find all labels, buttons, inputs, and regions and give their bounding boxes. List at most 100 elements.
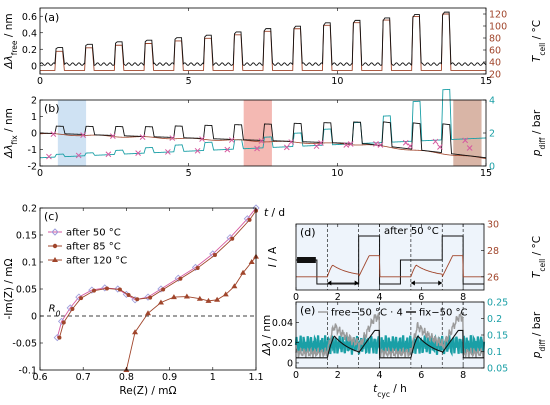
c-point-circle [148,295,153,300]
a-y2tick-label: 40 [489,58,501,69]
d-y2label-sub: cell [538,259,547,272]
e-xtick-label: 0 [293,370,299,381]
d-y2tick-label: 26 [487,272,499,283]
a-xtick-label: 10 [331,76,343,87]
b-y2label-sub: diff [538,137,547,150]
e-legend-label: free−50 °C · 4 [331,308,403,319]
c-xtick-label: 0.9 [162,372,177,383]
c-point-triangle [170,294,177,300]
c-ytick-label: 0.05 [16,285,37,296]
b-signal-line [39,121,487,159]
e-ytick-label: 0 [287,358,293,369]
a-y2label-sub: cell [538,43,547,56]
b-shaded-region [453,100,482,166]
b-marker-x [109,133,116,139]
c-ytick-label: -0.05 [12,339,37,350]
e-xlabel-main: t [373,383,378,395]
d-y2tick-label: 30 [487,220,499,231]
c-point-triangle [183,293,190,299]
a-y2tick-label: 100 [489,22,507,33]
e-xlabel-unit: / h [390,383,407,395]
e-ylabel-unit: / nm [261,315,273,342]
a-ytick-label: 0.4 [22,28,37,39]
b-ylabel-unit: / nm [3,108,15,135]
data-layer [39,11,487,372]
c-point-circle [178,276,183,281]
b-marker-x [254,145,260,152]
d-xtick-label: 2 [335,292,341,303]
c-point-diamond [66,304,74,312]
c-xtick-label: 0.8 [119,372,134,383]
a-y2tick-label: 60 [489,46,501,57]
e-y2tick-label: 0.2 [487,314,502,325]
c-point-circle [104,286,109,291]
b-ylabel-sub: fix [10,135,19,145]
c-legend-label: after 85 °C [66,242,121,253]
c-point-circle [230,236,235,241]
b-xtick-label: 0 [37,168,43,179]
b-shaded-region [243,100,272,166]
c-point-circle [70,306,75,311]
b-marker-x [75,152,82,159]
d-ylabel-unit: / A [267,246,279,264]
b-y2tick-label: 4 [489,96,495,107]
b-marker-x [46,153,52,160]
a-y2label-main: T [531,54,543,62]
a-ytick-label: 0.2 [22,45,37,56]
a-ylabel: Δλfree / nm [3,13,19,69]
e-y2label-unit: / bar [531,311,543,339]
b-marker-x [343,142,350,148]
e-xtick-label: 2 [335,370,341,381]
c-point-triangle [222,291,229,297]
b-marker-x [169,135,176,141]
b-panel-label: (b) [44,102,60,115]
c-annotation-r0: R0 [49,304,61,319]
c-series-line [56,207,257,338]
c-annotation-r0-sub: 0 [56,309,61,318]
b-ytick-label: 1 [31,112,37,123]
b-marker-x [313,143,320,150]
c-legend-marker [52,243,58,249]
e-xtick-label: 4 [377,370,383,381]
d-y2label-main: T [531,270,543,278]
b-marker-x [228,137,235,143]
c-ytick-label: 0 [31,312,37,323]
e-xlabel-sub: cyc [377,390,390,399]
c-point-triangle [205,297,212,303]
b-marker-x [288,139,295,145]
d-frame [295,223,485,291]
c-point-diamond [57,317,66,326]
d-current-line [296,235,484,285]
c-point-triangle [145,310,151,316]
d-top-label-main: t [264,207,269,219]
b-ytick-label: -1 [28,145,37,156]
c-point-circle [247,217,252,222]
d-ylabel: I / A [267,246,279,267]
b-marker-x [80,132,86,138]
d-xtick-label: 6 [418,292,424,303]
a-ytick-label: 0 [31,61,37,72]
c-xlabel: Re(Z) / mΩ [119,385,176,397]
axes-layer [39,7,487,371]
c-point-triangle [157,299,164,305]
c-point-diamond [75,293,83,301]
e-y2label: pdiff / bar [531,311,547,359]
c-series-line [125,256,257,371]
e-y2tick-label: 0.15 [487,331,508,342]
b-marker-x [318,140,324,146]
b-ytick-label: 2 [31,96,37,107]
c-point-triangle [231,283,238,289]
b-ytick-label: -2 [28,162,37,173]
c-point-circle [57,335,62,340]
b-marker-x [50,131,57,137]
b-marker-x [377,142,384,148]
c-point-circle [126,292,131,297]
b-marker-x [402,139,409,146]
b-marker-x [194,147,201,154]
b-ytick-label: 0 [31,129,37,140]
a-y2tick-label: 80 [489,34,501,45]
c-point-triangle [240,269,247,275]
c-ytick-label: 0.1 [22,258,37,269]
c-point-triangle [132,329,139,335]
